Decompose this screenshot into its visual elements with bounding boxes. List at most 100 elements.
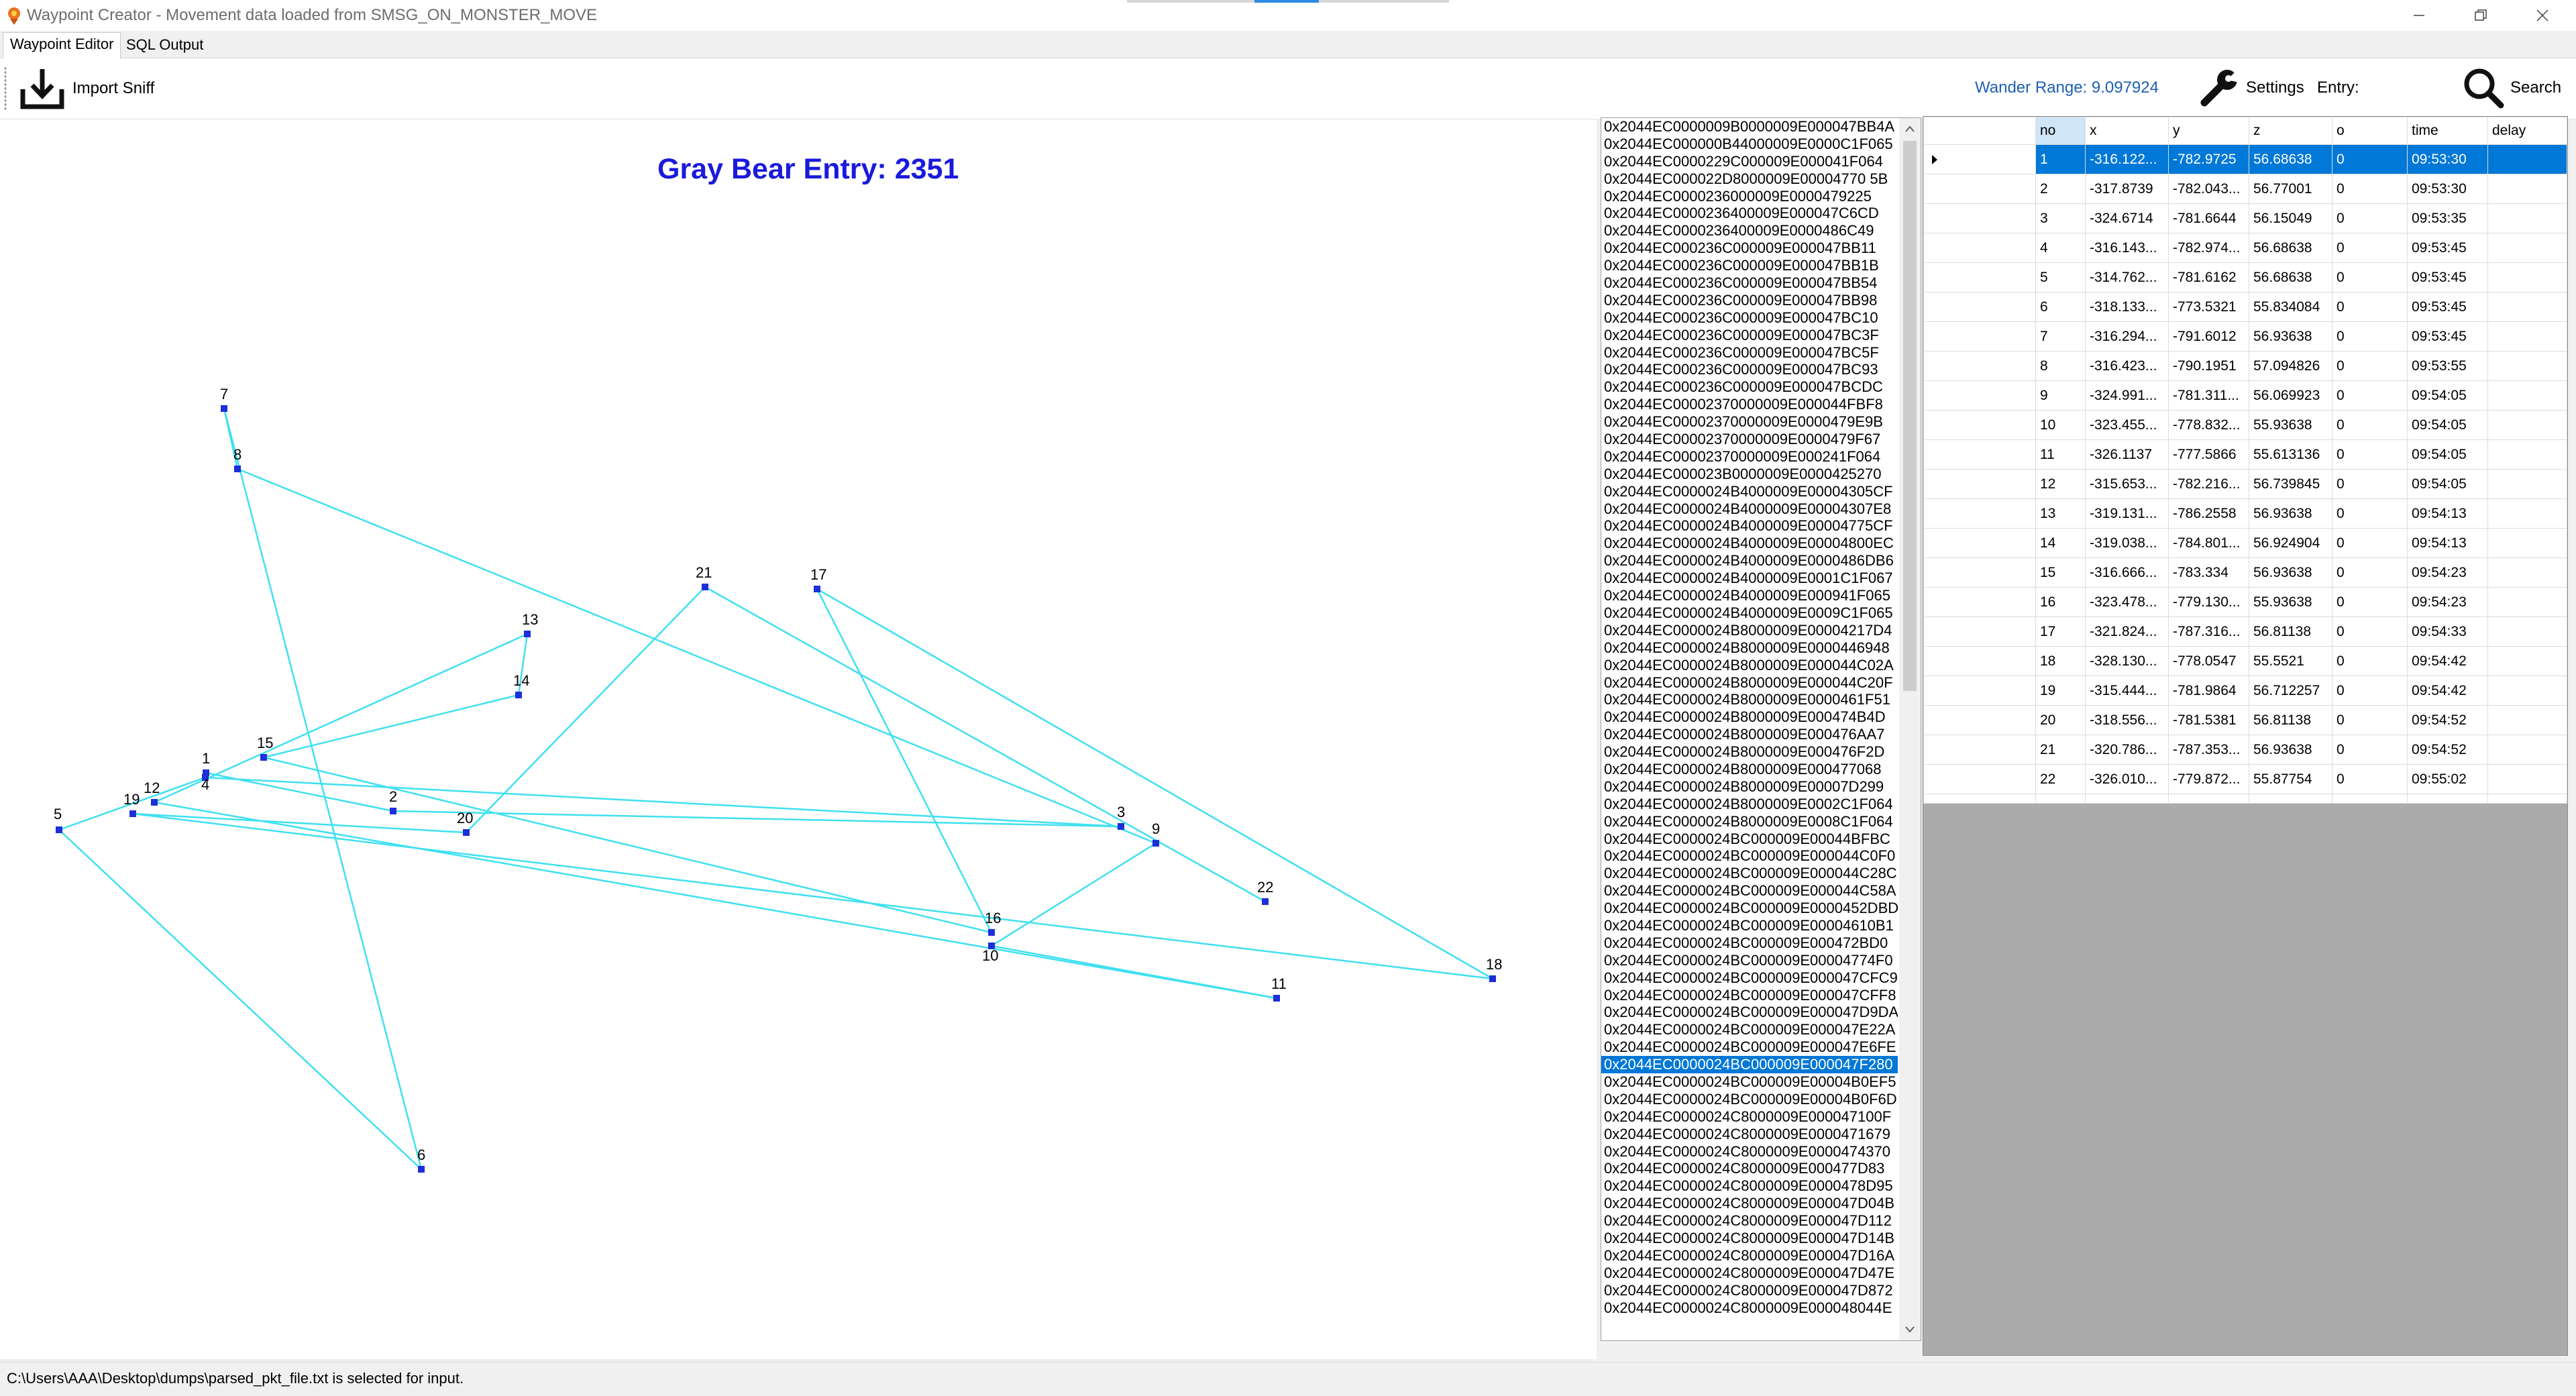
cell-z[interactable]: 56.81138 (2249, 616, 2332, 647)
cell-y[interactable]: -784.801... (2168, 528, 2249, 558)
cell-time[interactable]: 09:53:45 (2407, 233, 2488, 263)
guid-list-item[interactable]: 0x2044EC0000009B0000009E000047BB4A (1604, 118, 1895, 135)
row-header[interactable] (1923, 705, 2036, 735)
table-row[interactable]: 17 -321.824... -787.316... 56.81138 0 09:54:3… (1923, 616, 2567, 647)
guid-list-item[interactable]: 0x2044EC0000024C8000009E000048044E (1604, 1299, 1892, 1316)
cell-y[interactable]: -781.6162 (2168, 262, 2249, 292)
cell-o[interactable]: 0 (2332, 380, 2408, 411)
cell-delay[interactable] (2487, 233, 2567, 263)
guid-list-item[interactable]: 0x2044EC0000024B8000009E0000461F51 (1604, 691, 1890, 708)
guid-list-item[interactable]: 0x2044EC0000024B4000009E00004775CF (1604, 517, 1893, 535)
cell-y[interactable]: -787.353... (2168, 735, 2249, 765)
cell-o[interactable]: 0 (2332, 174, 2408, 204)
guid-list-item[interactable]: 0x2044EC0000024B4000009E0000486DB6 (1604, 552, 1894, 570)
guid-list-item[interactable]: 0x2044EC00002370000009E000044FBF8 (1604, 396, 1883, 413)
cell-no[interactable]: 4 (2035, 233, 2086, 263)
cell-z[interactable]: 56.93638 (2249, 735, 2332, 765)
waypoint-marker[interactable] (234, 466, 241, 472)
cell-time[interactable]: 09:54:33 (2407, 616, 2488, 647)
cell-y[interactable]: -781.6644 (2168, 203, 2249, 233)
cell-no[interactable]: 15 (2035, 557, 2086, 588)
guid-list-item[interactable]: 0x2044EC0000024B8000009E0002C1F064 (1604, 795, 1893, 812)
row-header[interactable] (1923, 676, 2036, 706)
waypoint-marker[interactable] (463, 829, 470, 836)
guid-listbox[interactable]: 0x2044EC0000009B0000009E000047BB4A 0x2044… (1601, 117, 1921, 1341)
cell-o[interactable]: 0 (2332, 439, 2408, 470)
guid-list-item[interactable]: 0x2044EC0000236400009E0000486C49 (1604, 222, 1874, 239)
cell-z[interactable]: 56.81138 (2249, 705, 2332, 735)
guid-list-item[interactable]: 0x2044EC0000024BC000009E000044C0F0 (1604, 847, 1896, 865)
cell-x[interactable]: -316.122... (2085, 144, 2169, 174)
cell-no[interactable]: 3 (2035, 203, 2086, 233)
cell-z[interactable]: 56.739845 (2249, 469, 2332, 499)
guid-list-item[interactable]: 0x2044EC000236C000009E000047BC5F (1604, 343, 1879, 361)
cell-y[interactable]: -773.5321 (2168, 292, 2249, 322)
cell-o[interactable]: 0 (2332, 144, 2408, 174)
row-header[interactable] (1923, 735, 2036, 765)
cell-o[interactable]: 0 (2332, 705, 2408, 735)
cell-time[interactable]: 09:54:05 (2407, 380, 2488, 411)
table-row[interactable]: 2 -317.8739 -782.043... 56.77001 0 09:53:30 (1923, 174, 2567, 204)
cell-no[interactable]: 10 (2035, 410, 2086, 440)
cell-time[interactable]: 09:53:35 (2407, 203, 2488, 233)
guid-list-item[interactable]: 0x2044EC0000024BC000009E000044C58A (1604, 882, 1896, 900)
cell-z[interactable]: 55.93638 (2249, 587, 2332, 617)
cell-no[interactable]: 7 (2035, 321, 2086, 352)
column-header-o[interactable]: o (2332, 117, 2408, 145)
cell-x[interactable]: -324.991... (2085, 380, 2169, 411)
row-header[interactable] (1923, 616, 2036, 647)
row-header[interactable] (1923, 764, 2036, 794)
guid-list-item[interactable]: 0x2044EC0000024BC000009E000047E6FE (1604, 1038, 1896, 1056)
column-header-no[interactable]: no (2035, 117, 2086, 145)
guid-list-item[interactable]: 0x2044EC0000024C8000009E0000471679 (1604, 1125, 1890, 1142)
column-header-y[interactable]: y (2168, 117, 2249, 145)
guid-list-item[interactable]: 0x2044EC0000024B4000009E0009C1F065 (1604, 604, 1893, 621)
cell-o[interactable]: 0 (2332, 498, 2408, 529)
cell-z[interactable]: 55.613136 (2249, 439, 2332, 470)
guid-list-item[interactable]: 0x2044EC0000236400009E000047C6CD (1604, 205, 1879, 222)
cell-z[interactable]: 57.094826 (2249, 351, 2332, 381)
waypoint-marker[interactable] (203, 769, 209, 776)
cell-time[interactable]: 09:54:42 (2407, 676, 2488, 706)
cell-z[interactable]: 56.68638 (2249, 262, 2332, 292)
toolbar-grip[interactable] (4, 66, 7, 111)
cell-o[interactable]: 0 (2332, 764, 2408, 794)
guid-list-item[interactable]: 0x2044EC0000024BC000009E000047CFC9 (1604, 969, 1898, 986)
cell-no[interactable]: 16 (2035, 587, 2086, 617)
table-row[interactable]: 6 -318.133... -773.5321 55.834084 0 09:53:45 (1923, 292, 2567, 322)
guid-list-item[interactable]: 0x2044EC0000229C000009E000041F064 (1604, 152, 1883, 170)
minimize-button[interactable] (2388, 0, 2450, 31)
waypoint-marker[interactable] (515, 692, 522, 698)
cell-x[interactable]: -320.786... (2085, 735, 2169, 765)
guid-list-item[interactable]: 0x2044EC000022D8000009E00004770 5B (1604, 170, 1888, 187)
cell-delay[interactable] (2487, 676, 2567, 706)
cell-delay[interactable] (2487, 469, 2567, 499)
waypoint-marker[interactable] (151, 799, 158, 806)
cell-y[interactable]: -782.974... (2168, 233, 2249, 263)
waypoint-canvas[interactable]: Gray Bear Entry: 2351 1 2 3 4 5 6 7 8 9 10 11 12 13 1… (0, 119, 1597, 1359)
table-row[interactable]: 9 -324.991... -781.311... 56.069923 0 09:54:0… (1923, 380, 2567, 411)
guid-list-item[interactable]: 0x2044EC0000024C8000009E000047D47E (1604, 1264, 1895, 1281)
cell-time[interactable]: 09:54:05 (2407, 410, 2488, 440)
cell-o[interactable]: 0 (2332, 410, 2408, 440)
row-header[interactable] (1923, 380, 2036, 411)
table-row[interactable]: 21 -320.786... -787.353... 56.93638 0 09:54:5… (1923, 735, 2567, 765)
waypoint-marker[interactable] (418, 1166, 425, 1173)
cell-y[interactable]: -783.334 (2168, 557, 2249, 588)
cell-no[interactable]: 21 (2035, 735, 2086, 765)
cell-delay[interactable] (2487, 705, 2567, 735)
cell-z[interactable]: 55.834084 (2249, 292, 2332, 322)
cell-time[interactable]: 09:53:45 (2407, 292, 2488, 322)
guid-list-item[interactable]: 0x2044EC000236C000009E000047BC3F (1604, 326, 1879, 343)
cell-x[interactable]: -319.038... (2085, 528, 2169, 558)
cell-time[interactable]: 09:53:45 (2407, 262, 2488, 292)
cell-x[interactable]: -316.143... (2085, 233, 2169, 263)
guid-list-item[interactable]: 0x2044EC00002370000009E000241F064 (1604, 447, 1881, 465)
cell-x[interactable]: -316.423... (2085, 351, 2169, 381)
cell-z[interactable]: 56.77001 (2249, 174, 2332, 204)
cell-x[interactable]: -314.762... (2085, 262, 2169, 292)
row-header[interactable] (1923, 262, 2036, 292)
cell-y[interactable]: -787.316... (2168, 616, 2249, 647)
cell-o[interactable]: 0 (2332, 203, 2408, 233)
cell-delay[interactable] (2487, 616, 2567, 647)
